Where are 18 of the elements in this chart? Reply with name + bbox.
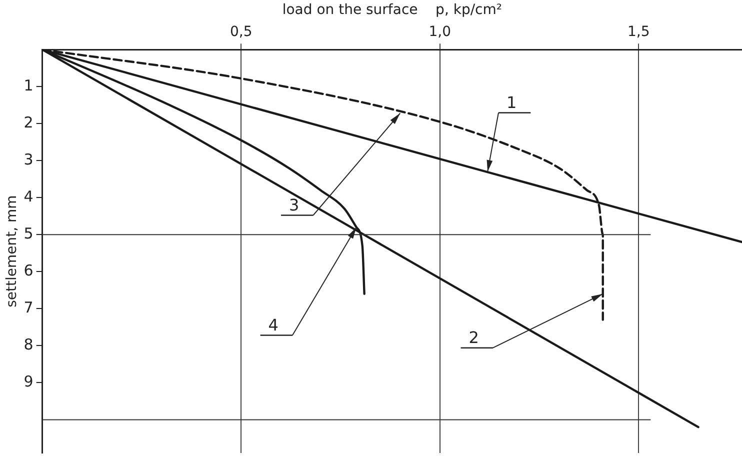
annotation: 1 (506, 92, 517, 112)
annotation: 2 (468, 328, 479, 348)
y-tick-label: 2 (24, 114, 34, 132)
annotation: 3 (289, 195, 300, 214)
y-axis-title: settlement, mm (4, 195, 20, 308)
y-tick-label: 5 (24, 224, 34, 243)
y-tick-label: 1 (24, 76, 34, 94)
y-tick-label: 7 (24, 298, 34, 317)
annotation: 4 (268, 315, 278, 334)
x-tick-label: 1,5 (628, 24, 650, 40)
x-axis-title: load on the surface p, kp/cm² (282, 2, 502, 18)
y-tick-label: 6 (24, 262, 34, 280)
y-tick-label: 3 (24, 150, 34, 169)
y-tick-label: 9 (24, 372, 34, 391)
x-tick-label: 1,0 (428, 24, 452, 40)
y-tick-label: 8 (24, 336, 34, 354)
y-tick-label: 4 (24, 188, 34, 206)
x-tick-label: 0,5 (230, 24, 252, 40)
